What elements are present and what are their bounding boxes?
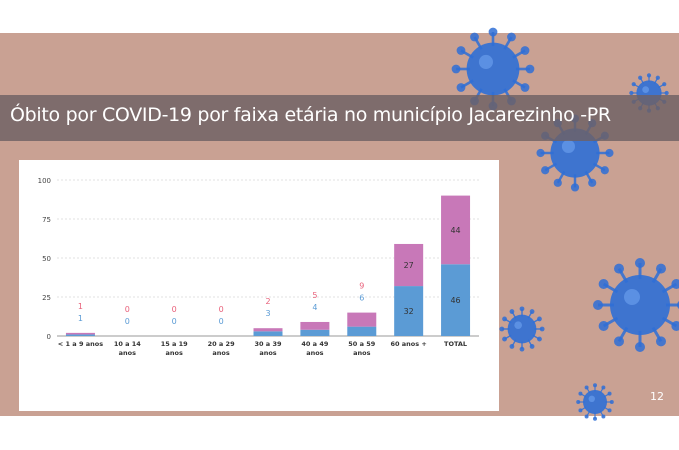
x-tick-label: 60 anos + <box>390 340 426 348</box>
x-tick-label: anos <box>212 349 229 357</box>
virus-icon <box>576 383 614 421</box>
bar-segment <box>253 328 283 332</box>
data-label: 4 <box>312 303 317 312</box>
bar-segment <box>394 286 424 336</box>
bar-segment <box>65 332 95 335</box>
bar-segment <box>394 243 424 287</box>
data-label: 0 <box>125 305 130 314</box>
data-label: 1 <box>78 302 83 311</box>
data-label: 6 <box>359 294 364 303</box>
data-label: 9 <box>359 282 364 291</box>
bar-segment <box>347 326 377 336</box>
virus-icon <box>499 306 545 352</box>
x-tick-label: anos <box>166 349 183 357</box>
y-tick-label: 75 <box>42 216 51 224</box>
data-label: 0 <box>219 317 224 326</box>
data-label: 0 <box>125 317 130 326</box>
x-tick-label: 15 a 19 <box>161 340 188 348</box>
data-label: 1 <box>78 314 83 323</box>
chart-card: 0 25 50 75 100 1 1 < 1 a 9 anos 0 0 10 a 14 anos 0 0 1… <box>19 160 499 411</box>
x-tick-label: anos <box>353 349 370 357</box>
x-tick-label: < 1 a 9 anos <box>58 340 103 348</box>
x-tick-label: TOTAL <box>444 340 467 348</box>
bar-segment <box>253 331 283 336</box>
virus-icon <box>593 258 679 352</box>
x-tick-label: anos <box>306 349 323 357</box>
data-label: 3 <box>265 309 270 318</box>
x-tick-label: anos <box>259 349 276 357</box>
x-tick-label: anos <box>119 349 136 357</box>
data-label: 0 <box>172 317 177 326</box>
bar-segment <box>441 264 471 336</box>
bar-segment <box>441 195 471 265</box>
y-tick-label: 100 <box>38 177 51 185</box>
bar-segment <box>300 321 330 330</box>
data-label: 0 <box>219 305 224 314</box>
slide-title: Óbito por COVID-19 por faixa etária no m… <box>10 104 611 126</box>
y-tick-label: 0 <box>47 333 51 341</box>
x-tick-label: 10 a 14 <box>114 340 141 348</box>
data-label: 44 <box>450 226 460 235</box>
x-tick-label: 50 a 59 <box>348 340 375 348</box>
data-label: 32 <box>404 307 414 316</box>
x-tick-label: 40 a 49 <box>301 340 328 348</box>
data-label: 46 <box>450 296 460 305</box>
data-label: 27 <box>404 261 414 270</box>
x-tick-label: 30 a 39 <box>254 340 281 348</box>
data-label: 0 <box>172 305 177 314</box>
bar-segment <box>300 329 330 336</box>
data-label: 2 <box>265 297 270 306</box>
data-label: 5 <box>312 291 317 300</box>
bar-segment <box>65 334 95 336</box>
y-tick-label: 25 <box>42 294 51 302</box>
title-band <box>0 95 679 141</box>
bar-segment <box>347 312 377 327</box>
x-tick-label: 20 a 29 <box>208 340 235 348</box>
page-number: 12 <box>650 390 664 403</box>
y-tick-label: 50 <box>42 255 51 263</box>
